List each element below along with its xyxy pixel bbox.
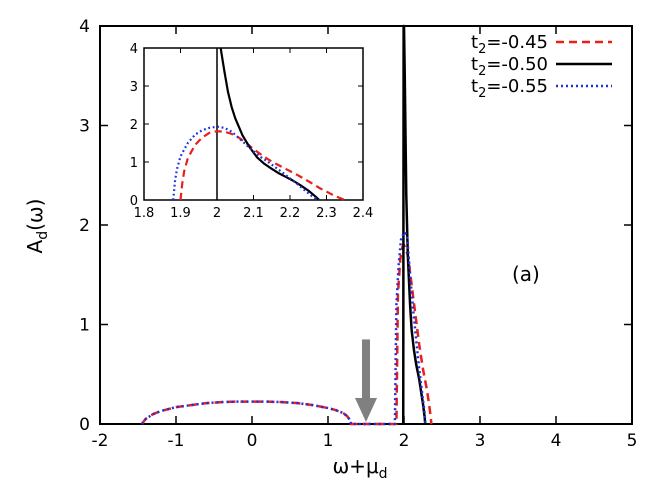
inset-frame	[143, 47, 364, 201]
x-tick-label: 5	[627, 431, 638, 451]
inset-y-tick-label: 3	[130, 80, 138, 95]
x-tick-label: -2	[92, 431, 109, 451]
annotation-arrow	[355, 339, 377, 422]
y-axis-title: Ad(ω)	[23, 199, 51, 254]
y-tick-label: 4	[79, 17, 90, 37]
x-axis-title: ω+μd	[332, 454, 387, 482]
y-tick-label: 2	[79, 216, 90, 236]
x-tick-label: 1	[323, 431, 334, 451]
panel-label: (a)	[512, 262, 540, 286]
x-tick-label: 3	[475, 431, 486, 451]
y-tick-label: 0	[79, 415, 90, 435]
legend-label-2: t2=-0.55	[471, 76, 548, 101]
main-tick-labels: -2 -1 0 1 2 3 4 5 0 1 2 3 4	[79, 17, 637, 451]
inset-x-tick-label: 1.8	[134, 206, 155, 221]
inset-x-tick-label: 1.9	[170, 206, 191, 221]
y-tick-label: 1	[79, 316, 90, 336]
inset-x-tick-label: 2.4	[353, 206, 374, 221]
arrow-shaft	[362, 339, 370, 400]
inset-x-tick-label: 2.3	[316, 206, 337, 221]
inset-y-tick-label: 0	[130, 194, 138, 209]
inset-series-group	[172, 47, 346, 202]
series-line-t_2=-0.50	[401, 24, 427, 425]
inset-x-tick-label: 2	[213, 206, 221, 221]
series-line-t_2=-0.45	[140, 243, 433, 426]
inset-y-tick-label: 4	[130, 42, 138, 57]
inset-y-tick-label: 2	[130, 118, 138, 133]
x-tick-label: 4	[551, 431, 562, 451]
legend-label-0: t2=-0.45	[471, 32, 548, 57]
arrow-head	[355, 398, 377, 422]
x-tick-label: -1	[168, 431, 185, 451]
legend-label-1: t2=-0.50	[471, 54, 548, 79]
inset-x-tick-label: 2.2	[280, 206, 301, 221]
main-series-group	[140, 24, 433, 426]
x-tick-label: 0	[247, 431, 258, 451]
inset-x-tick-label: 2.1	[243, 206, 264, 221]
inset-series-line-t_2=-0.45	[179, 130, 346, 202]
inset-y-tick-label: 1	[130, 156, 138, 171]
y-tick-label: 3	[79, 117, 90, 137]
inset-series-line-t_2=-0.50	[219, 47, 320, 201]
inset-tick-labels: 1.8 1.9 2 2.1 2.2 2.3 2.4 0 1 2 3 4	[130, 42, 374, 221]
series-line-t_2=-0.55	[140, 230, 427, 426]
x-tick-label: 2	[399, 431, 410, 451]
